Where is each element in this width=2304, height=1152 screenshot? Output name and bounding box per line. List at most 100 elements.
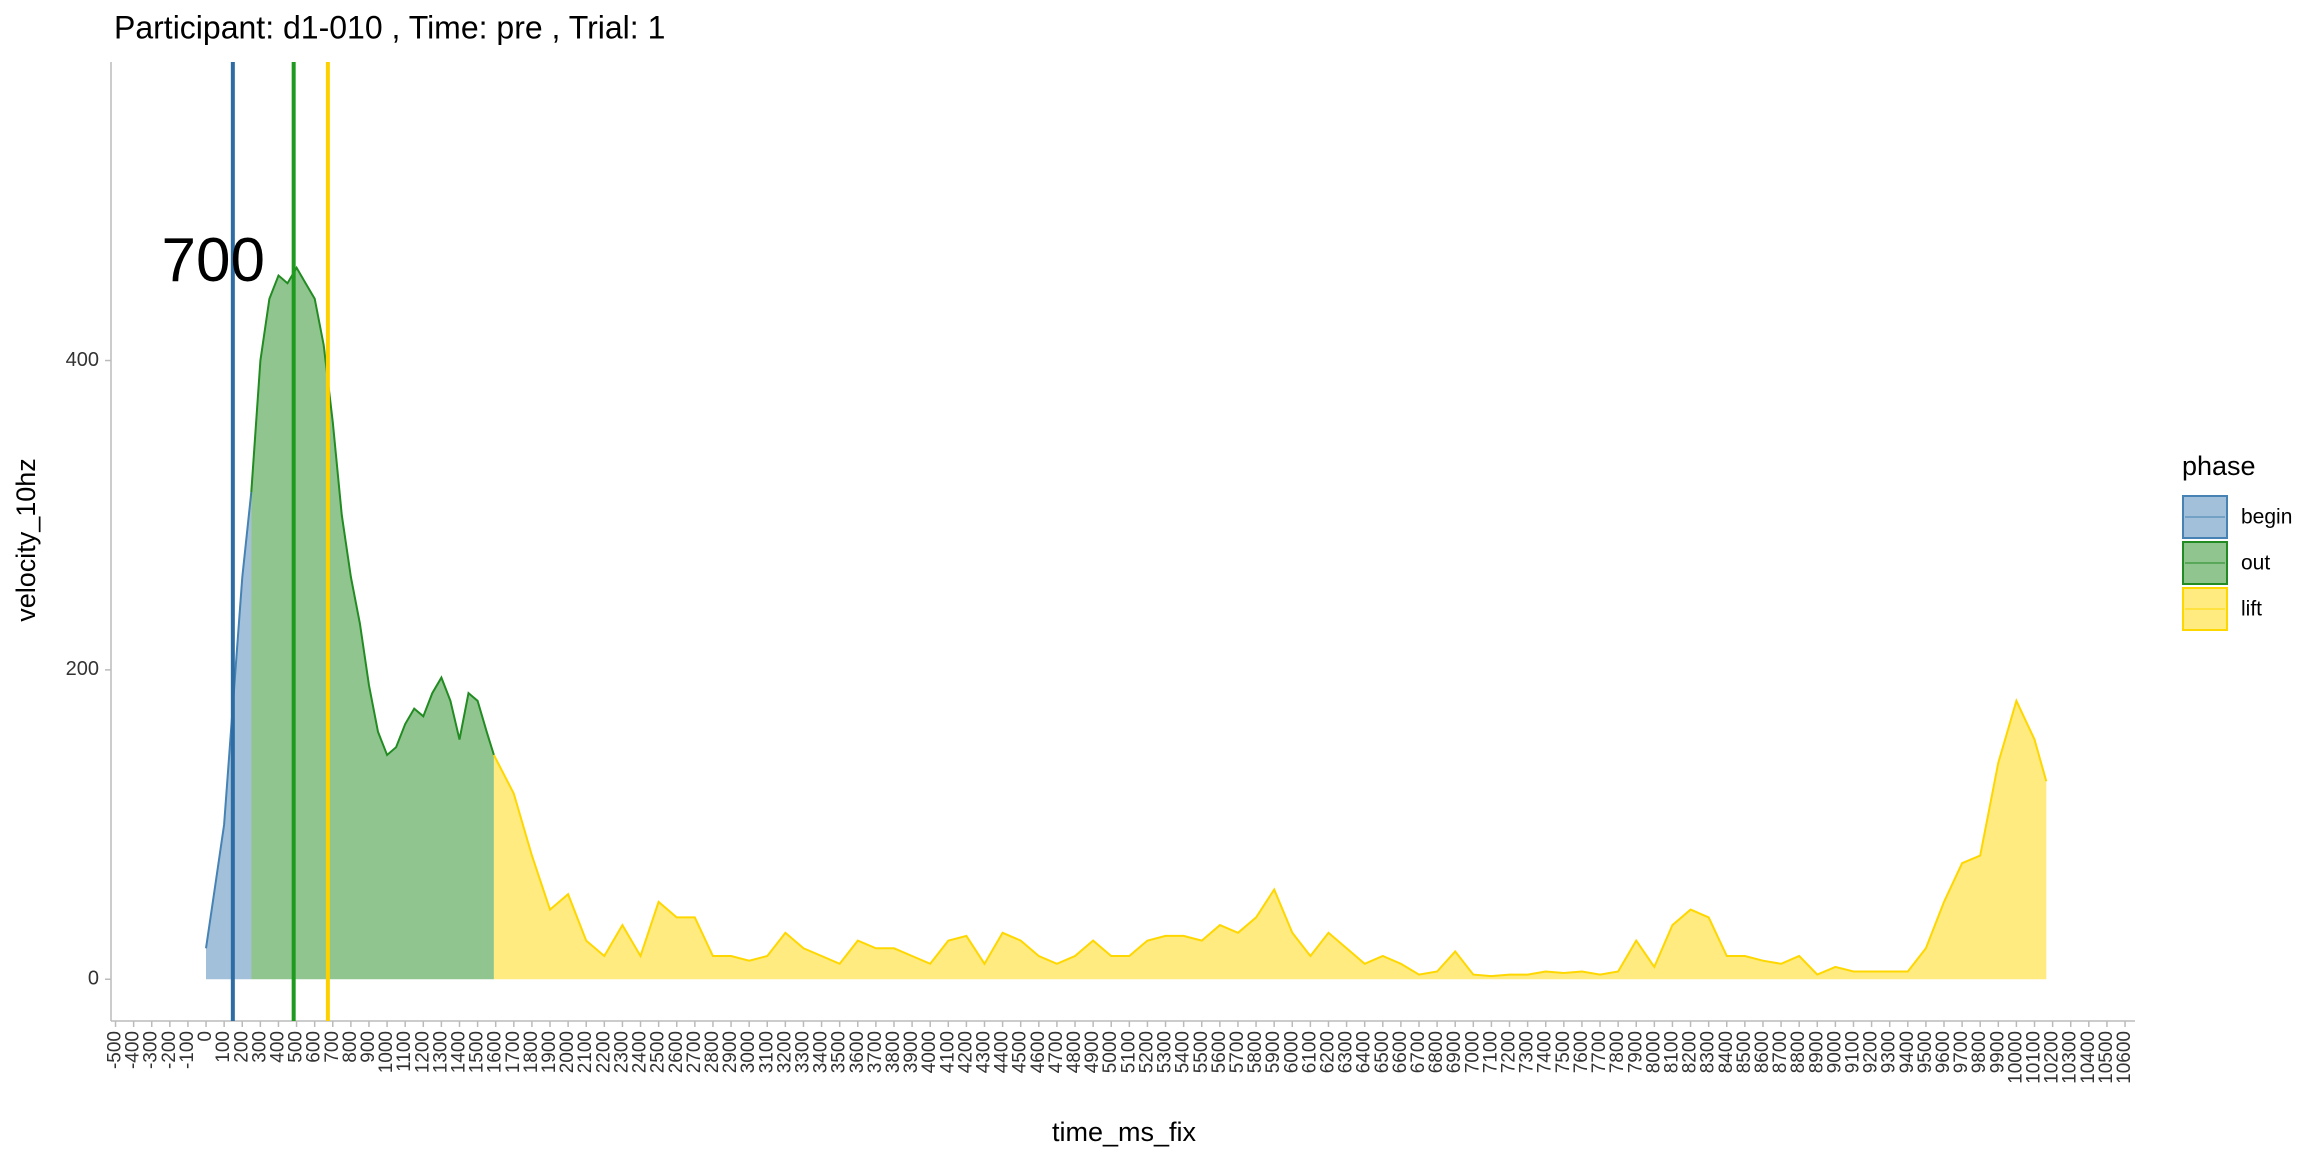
- x-tick-label: 1300: [430, 1031, 451, 1073]
- legend-label: lift: [2241, 598, 2262, 621]
- x-tick-label: 8300: [1698, 1031, 1719, 1073]
- x-tick-label: -300: [141, 1031, 162, 1069]
- x-tick-label: 10100: [2024, 1031, 2045, 1084]
- x-tick-label: 6800: [1426, 1031, 1447, 1073]
- x-tick-label: -400: [123, 1031, 144, 1069]
- x-tick-label: 10300: [2060, 1031, 2081, 1084]
- x-tick-label: 6500: [1372, 1031, 1393, 1073]
- x-tick-label: 9400: [1897, 1031, 1918, 1073]
- x-tick-label: 10600: [2114, 1031, 2135, 1084]
- x-tick-label: 3000: [738, 1031, 759, 1073]
- x-tick-label: 9600: [1933, 1031, 1954, 1073]
- x-tick-label: 3200: [774, 1031, 795, 1073]
- x-tick-label: 3500: [829, 1031, 850, 1073]
- x-tick-label: 8900: [1806, 1031, 1827, 1073]
- x-tick-label: 8400: [1716, 1031, 1737, 1073]
- x-tick-label: 5900: [1263, 1031, 1284, 1073]
- x-tick-label: 7200: [1499, 1031, 1520, 1073]
- x-tick-label: 7600: [1571, 1031, 1592, 1073]
- annotation: 700: [162, 226, 265, 295]
- x-axis-title: time_ms_fix: [1052, 1117, 1197, 1147]
- x-tick-label: 1000: [376, 1031, 397, 1073]
- legend-label: begin: [2241, 506, 2292, 529]
- x-tick-label: 900: [358, 1031, 379, 1063]
- x-tick-label: 500: [286, 1031, 307, 1063]
- x-tick-label: 8000: [1643, 1031, 1664, 1073]
- x-tick-label: 5000: [1100, 1031, 1121, 1073]
- x-tick-label: 3900: [901, 1031, 922, 1073]
- x-tick-label: 1100: [394, 1031, 415, 1072]
- x-tick-label: 4100: [937, 1031, 958, 1073]
- y-tick-label: 0: [88, 968, 99, 990]
- x-tick-label: 10000: [2005, 1031, 2026, 1084]
- x-tick-label: 4700: [1046, 1031, 1067, 1073]
- x-tick-label: 5400: [1173, 1031, 1194, 1073]
- x-tick-label: 6700: [1408, 1031, 1429, 1073]
- x-tick-label: 800: [340, 1031, 361, 1063]
- y-tick-label: 400: [66, 349, 99, 371]
- x-tick-label: 2600: [666, 1031, 687, 1073]
- x-tick-label: 5100: [1118, 1031, 1139, 1073]
- x-tick-label: 8800: [1788, 1031, 1809, 1073]
- x-tick-label: 6600: [1390, 1031, 1411, 1073]
- x-tick-label: 1700: [503, 1031, 524, 1073]
- x-tick-label: 8700: [1770, 1031, 1791, 1073]
- x-tick-label: 2200: [593, 1031, 614, 1073]
- x-tick-label: 4500: [1010, 1031, 1031, 1073]
- x-tick-label: 6900: [1444, 1031, 1465, 1073]
- x-tick-label: 7000: [1462, 1031, 1483, 1073]
- x-tick-label: 8600: [1752, 1031, 1773, 1073]
- x-tick-label: 7400: [1535, 1031, 1556, 1073]
- x-tick-label: 2100: [575, 1031, 596, 1073]
- x-tick-label: 1800: [521, 1031, 542, 1073]
- area-outline: [205, 491, 253, 949]
- x-tick-label: 7500: [1553, 1031, 1574, 1073]
- x-tick-label: 6100: [1299, 1031, 1320, 1073]
- x-tick-label: 200: [231, 1031, 252, 1063]
- x-tick-label: 3300: [792, 1031, 813, 1073]
- x-tick-label: 2800: [702, 1031, 723, 1073]
- x-tick-label: 9800: [1969, 1031, 1990, 1073]
- x-tick-label: 8500: [1734, 1031, 1755, 1073]
- x-tick-label: 7300: [1517, 1031, 1538, 1073]
- x-tick-label: 7900: [1625, 1031, 1646, 1073]
- x-tick-label: 9300: [1879, 1031, 1900, 1073]
- x-tick-label: 3100: [756, 1031, 777, 1073]
- x-tick-label: 4400: [992, 1031, 1013, 1073]
- x-tick-label: 4000: [919, 1031, 940, 1073]
- x-tick-label: 9700: [1951, 1031, 1972, 1073]
- x-tick-label: 2900: [720, 1031, 741, 1073]
- x-tick-label: 6000: [1281, 1031, 1302, 1073]
- x-tick-label: -500: [105, 1031, 126, 1069]
- x-tick-label: 10500: [2096, 1031, 2117, 1084]
- x-tick-label: 2700: [684, 1031, 705, 1073]
- x-tick-label: 9200: [1861, 1031, 1882, 1073]
- area: [493, 700, 2047, 980]
- x-tick-label: 8200: [1680, 1031, 1701, 1073]
- x-tick-label: 10400: [2078, 1031, 2099, 1084]
- x-tick-label: 4200: [955, 1031, 976, 1073]
- x-tick-label: 600: [304, 1031, 325, 1063]
- area: [251, 267, 494, 980]
- x-tick-label: 4600: [1028, 1031, 1049, 1073]
- x-tick-label: 3700: [865, 1031, 886, 1073]
- x-tick-label: 1500: [467, 1031, 488, 1073]
- x-tick-label: 2400: [630, 1031, 651, 1073]
- x-tick-label: 700: [322, 1031, 343, 1063]
- x-tick-label: 6200: [1317, 1031, 1338, 1073]
- x-tick-label: 1900: [539, 1031, 560, 1073]
- x-tick-label: 5800: [1245, 1031, 1266, 1073]
- x-tick-label: 3600: [847, 1031, 868, 1073]
- x-tick-label: 6400: [1354, 1031, 1375, 1073]
- x-tick-label: 7800: [1607, 1031, 1628, 1073]
- x-tick-label: 9500: [1915, 1031, 1936, 1073]
- x-tick-label: 5600: [1209, 1031, 1230, 1073]
- x-tick-label: 1400: [449, 1031, 470, 1073]
- legend-label: out: [2241, 552, 2270, 575]
- x-tick-label: 1200: [412, 1031, 433, 1073]
- x-tick-label: 2300: [611, 1031, 632, 1073]
- x-tick-label: 7700: [1589, 1031, 1610, 1073]
- x-tick-label: 7100: [1480, 1031, 1501, 1073]
- x-tick-label: 0: [195, 1031, 216, 1042]
- y-tick-label: 200: [66, 658, 99, 680]
